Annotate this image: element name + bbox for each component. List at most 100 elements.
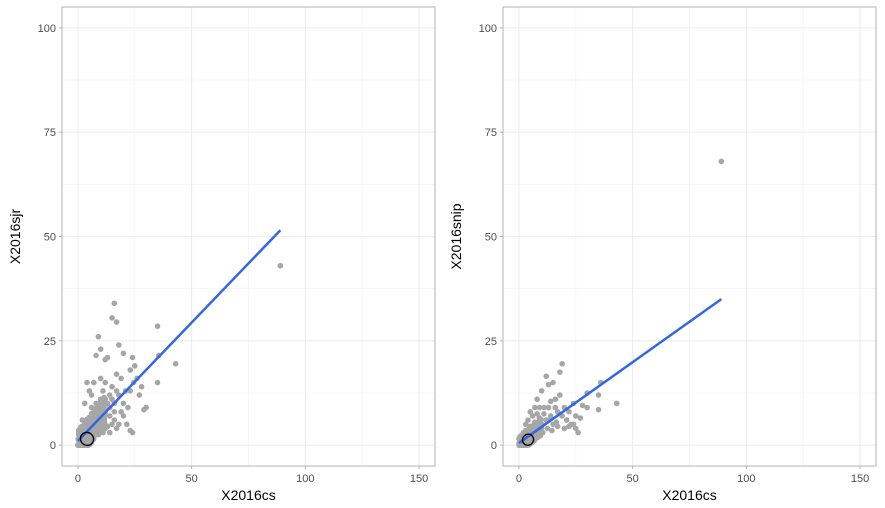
data-point <box>595 406 602 413</box>
density-contour <box>79 431 95 447</box>
data-point <box>613 400 620 407</box>
data-point <box>552 404 559 411</box>
data-point <box>120 413 127 419</box>
data-point <box>109 383 115 390</box>
data-point <box>106 413 113 419</box>
data-point <box>536 404 543 411</box>
data-point <box>559 360 565 367</box>
panel-border <box>502 6 877 467</box>
data-point <box>527 408 534 415</box>
data-point <box>120 400 127 407</box>
data-point <box>113 319 120 325</box>
data-point <box>544 425 551 432</box>
data-point <box>106 392 113 398</box>
y-tick-label: 25 <box>485 336 497 348</box>
data-point <box>136 392 143 398</box>
x-tick-label: 100 <box>737 473 755 485</box>
data-point <box>545 404 552 411</box>
data-point <box>154 323 161 330</box>
x-tick-label: 0 <box>516 473 522 485</box>
x-tick-label: 100 <box>296 473 314 485</box>
regression-line <box>77 229 282 442</box>
data-point <box>552 396 559 403</box>
data-point <box>93 352 99 359</box>
data-point <box>529 413 536 419</box>
y-tick-label: 0 <box>50 440 56 452</box>
data-point <box>575 429 581 436</box>
data-point <box>127 367 134 373</box>
data-point <box>102 400 108 407</box>
data-point <box>113 371 120 378</box>
y-tick-label: 25 <box>44 336 56 348</box>
data-point <box>141 406 147 413</box>
y-axis-title: X2016snip <box>448 203 464 269</box>
data-point <box>113 388 120 394</box>
y-tick-label: 50 <box>485 232 497 244</box>
data-point <box>557 369 563 375</box>
scatter-panel-sjr: 0 50 100 150 0 25 50 75 100 X2016cs X2016sjr <box>7 6 436 503</box>
data-point <box>127 427 134 434</box>
data-point <box>563 417 570 423</box>
data-point <box>561 425 568 432</box>
data-point <box>91 379 97 386</box>
y-axis-title: X2016sjr <box>7 209 23 265</box>
y-tick-label: 75 <box>485 127 497 139</box>
data-point <box>109 315 115 321</box>
data-point <box>557 392 563 398</box>
data-point <box>113 425 120 432</box>
x-tick-label: 150 <box>410 473 428 485</box>
data-point <box>100 422 107 428</box>
regression-line <box>518 298 723 445</box>
data-point <box>131 363 138 369</box>
x-axis-title: X2016cs <box>662 487 716 503</box>
data-point <box>547 413 554 419</box>
data-point <box>81 400 88 407</box>
data-point <box>104 354 111 361</box>
data-point <box>118 375 124 382</box>
data-point <box>116 421 122 428</box>
data-point <box>96 409 103 415</box>
data-point <box>545 381 552 388</box>
data-point <box>535 419 541 426</box>
data-point <box>543 373 550 380</box>
data-point <box>97 346 104 352</box>
data-point <box>541 404 547 411</box>
y-tick-label: 100 <box>479 23 497 35</box>
data-point <box>547 398 554 405</box>
data-point <box>118 408 124 415</box>
data-point <box>550 379 556 386</box>
y-tick-label: 75 <box>44 127 56 139</box>
data-point <box>94 427 101 434</box>
data-point <box>100 388 106 394</box>
x-axis-title: X2016cs <box>221 487 275 503</box>
data-point <box>82 422 88 428</box>
data-point <box>172 360 179 367</box>
data-point <box>718 158 725 165</box>
x-tick-label: 50 <box>627 473 639 485</box>
data-point <box>522 421 529 428</box>
data-point <box>109 396 115 403</box>
data-point <box>111 300 118 307</box>
y-tick-label: 100 <box>38 23 56 35</box>
x-tick-label: 50 <box>186 473 198 485</box>
scatter-panel-snip: 0 50 100 150 0 25 50 75 100 X2016cs X2016snip <box>448 6 877 503</box>
data-point <box>536 431 542 437</box>
data-point <box>577 415 584 421</box>
data-point <box>572 413 579 419</box>
x-tick-label: 0 <box>75 473 81 485</box>
density-contour <box>521 433 535 446</box>
x-tick-label: 150 <box>851 473 869 485</box>
data-point <box>125 404 131 411</box>
data-point <box>566 423 572 430</box>
data-point <box>86 388 93 394</box>
data-point <box>84 379 90 386</box>
data-point <box>106 429 113 436</box>
data-point <box>95 333 102 340</box>
data-point <box>124 421 130 428</box>
data-point <box>97 375 104 382</box>
data-point <box>102 379 109 386</box>
data-point <box>96 402 102 408</box>
data-point <box>129 354 136 361</box>
data-point <box>111 417 118 423</box>
